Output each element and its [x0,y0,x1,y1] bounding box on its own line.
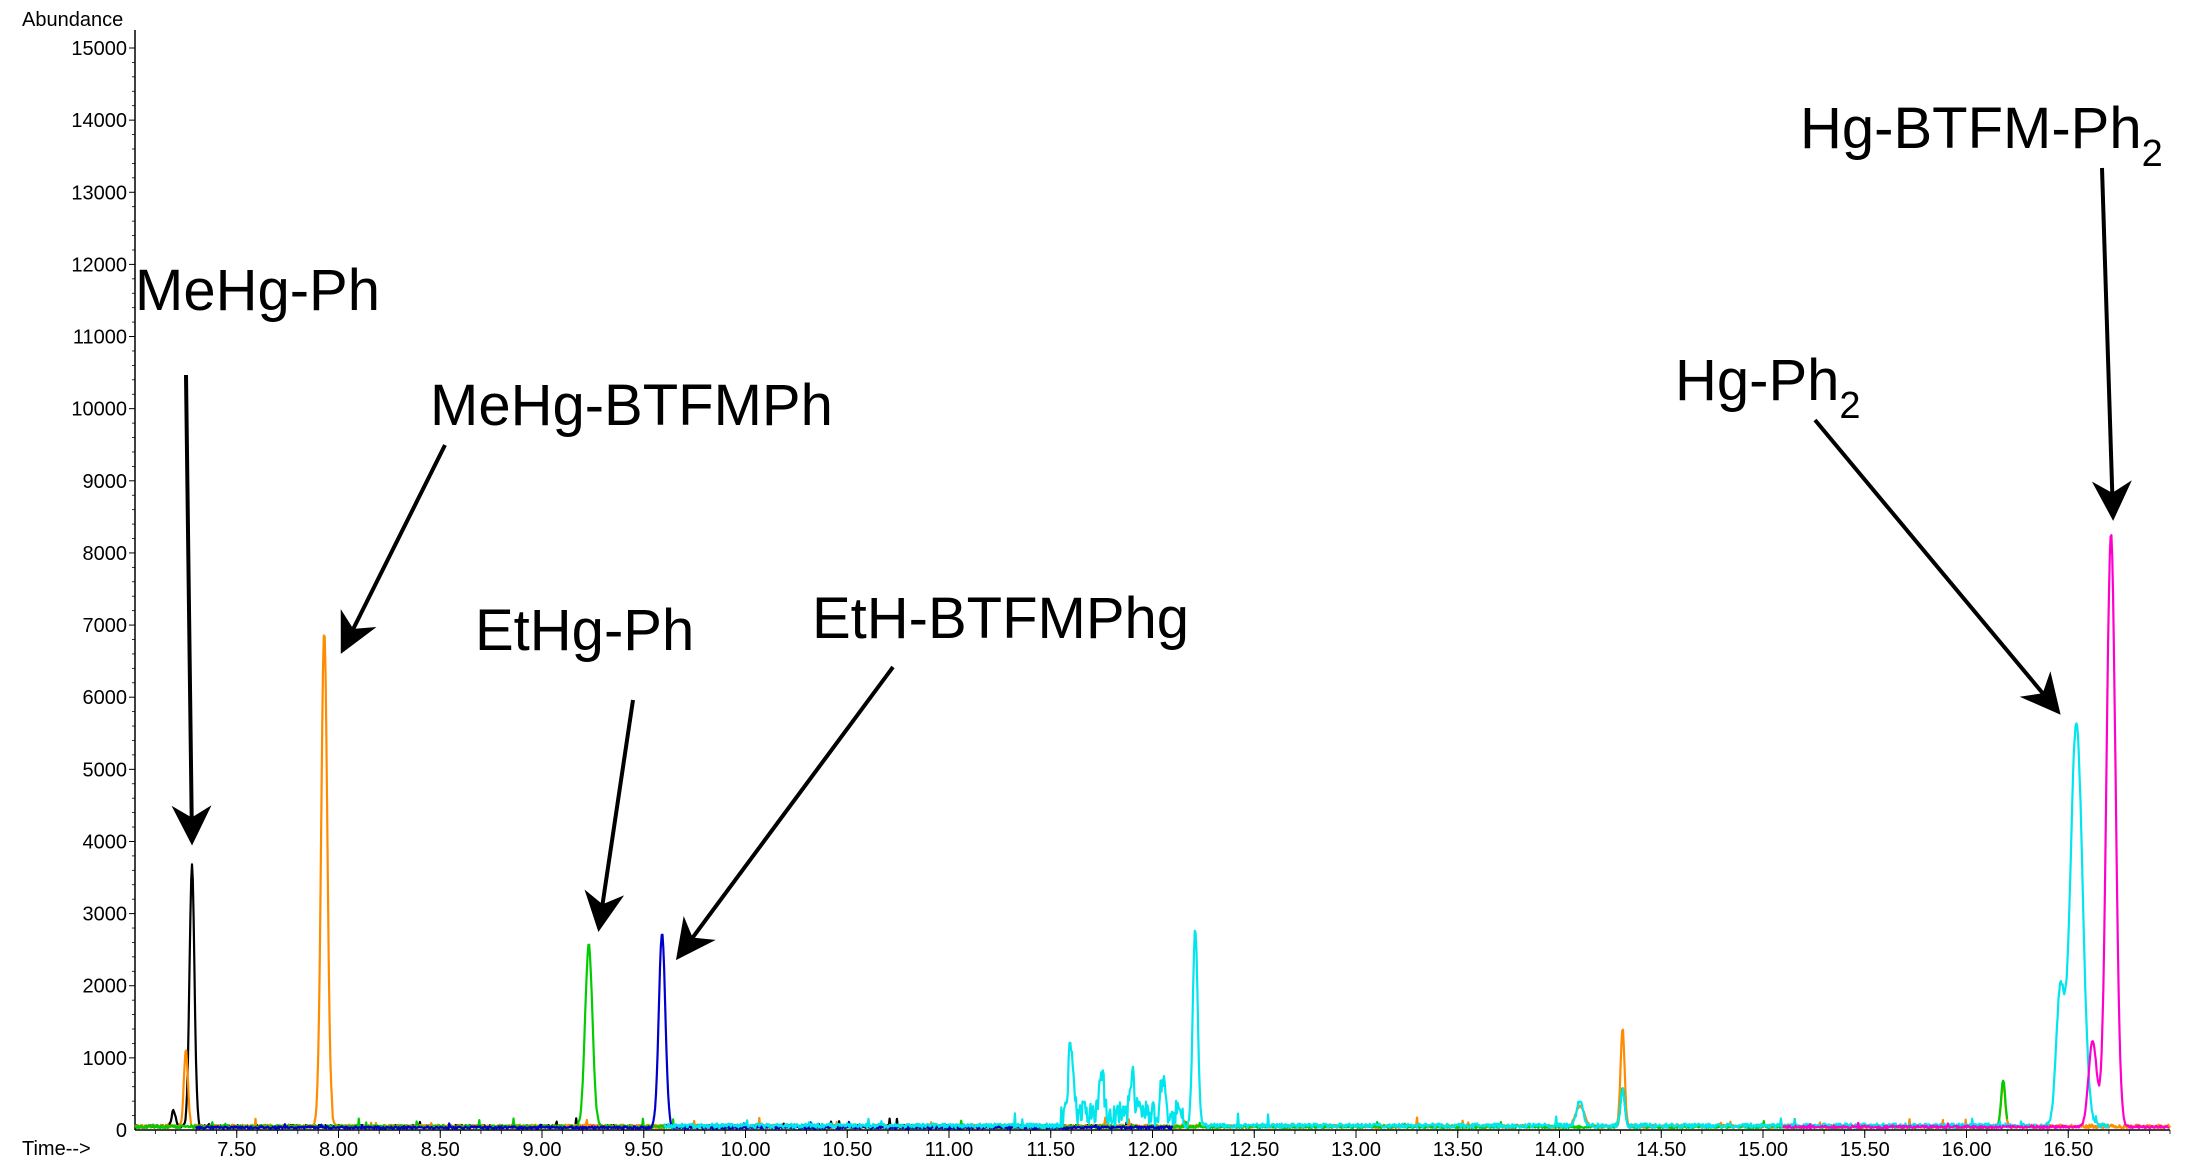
y-tick-label: 13000 [71,182,127,204]
y-tick-label: 12000 [71,254,127,276]
annotation-arrow [1813,418,2061,715]
x-tick-label: 9.50 [624,1139,663,1156]
y-tick-label: 15000 [71,38,127,60]
series-line [195,933,1174,1130]
series-line [1782,534,2170,1130]
y-tick-label: 0 [116,1120,127,1142]
x-tick-label: 14.00 [1534,1139,1584,1156]
annotation-arrow [584,699,635,932]
series-line [133,863,1134,1129]
series-line [133,634,2172,1130]
series-line [663,722,2110,1129]
y-tick-label: 2000 [83,976,128,998]
annotation-arrow [171,374,212,846]
annotation-arrow [340,444,447,654]
x-tick-label: 15.50 [1840,1139,1890,1156]
y-tick-label: 5000 [83,759,128,781]
x-tick-label: 7.50 [217,1139,256,1156]
x-tick-label: 13.50 [1433,1139,1483,1156]
annotation-label: Hg-Ph2 [1675,348,1861,427]
annotation-label: EtH-BTFMPhg [812,586,1189,651]
y-tick-label: 10000 [71,399,127,421]
y-tick-label: 8000 [83,543,128,565]
x-tick-label: 12.50 [1229,1139,1279,1156]
x-tick-label: 10.00 [720,1139,770,1156]
y-tick-label: 4000 [83,831,128,853]
y-tick-label: 11000 [73,327,127,349]
x-tick-label: 16.50 [2043,1139,2093,1156]
x-tick-label: 15.00 [1738,1139,1788,1156]
x-tick-label: 12.00 [1127,1139,1177,1156]
x-tick-label: 14.50 [1636,1139,1686,1156]
y-tick-label: 9000 [83,471,128,493]
annotation-arrow [2091,167,2132,521]
series-line [134,943,2009,1130]
annotation-label: MeHg-BTFMPh [430,373,833,438]
annotation-arrow [675,665,895,961]
x-tick-label: 11.00 [925,1139,974,1156]
x-tick-label: 8.00 [319,1139,358,1156]
x-tick-label: 10.50 [822,1139,872,1156]
y-tick-label: 6000 [83,687,128,709]
x-tick-label: 9.00 [523,1139,562,1156]
y-tick-label: 3000 [83,904,128,926]
x-axis-title: Time--> [22,1138,91,1156]
x-tick-label: 13.00 [1331,1139,1381,1156]
y-tick-label: 14000 [71,110,127,132]
annotation-label: MeHg-Ph [135,258,380,323]
x-tick-label: 11.50 [1026,1139,1075,1156]
annotation-label: EtHg-Ph [475,598,694,663]
y-axis-title: Abundance [22,9,123,31]
y-tick-label: 1000 [83,1048,128,1070]
x-tick-label: 16.00 [1941,1139,1991,1156]
x-tick-label: 8.50 [421,1139,460,1156]
y-tick-label: 7000 [83,615,128,637]
annotation-label: Hg-BTFM-Ph2 [1800,96,2163,175]
